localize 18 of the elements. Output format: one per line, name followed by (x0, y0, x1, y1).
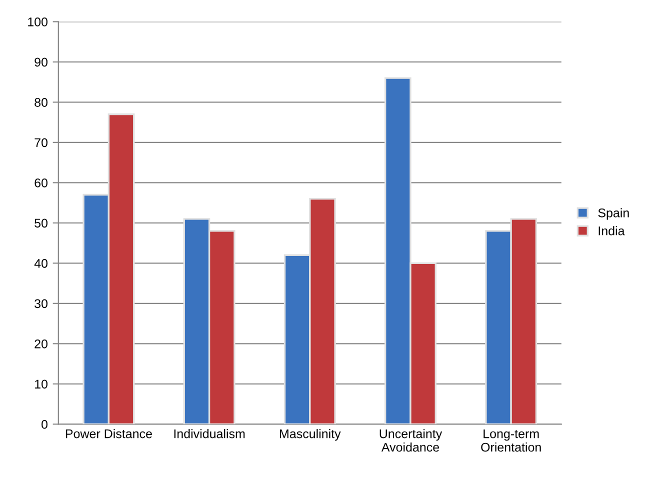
y-tick-label: 90 (34, 58, 48, 67)
x-tick-label: Long-term Orientation (481, 429, 541, 452)
y-tick-label: 40 (34, 258, 48, 268)
y-tick-label: 20 (34, 339, 48, 348)
y-tick-label: 60 (34, 178, 48, 188)
legend-label: Spain (598, 208, 629, 220)
legend-label: India (598, 226, 625, 236)
y-tick-label: 0 (42, 420, 48, 429)
y-tick-label: 50 (34, 218, 48, 228)
x-tick-label: Power Distance (66, 429, 152, 438)
x-tick-label: Uncertainty Avoidance (380, 429, 442, 452)
y-tick-label: 100 (28, 17, 48, 26)
y-tick-label: 80 (34, 98, 48, 107)
y-tick-label: 70 (34, 138, 48, 148)
y-tick-label: 30 (34, 299, 48, 308)
x-tick-label: Masculinity (280, 429, 341, 441)
x-tick-label: Individualism (174, 429, 245, 438)
y-tick-label: 10 (35, 380, 48, 389)
